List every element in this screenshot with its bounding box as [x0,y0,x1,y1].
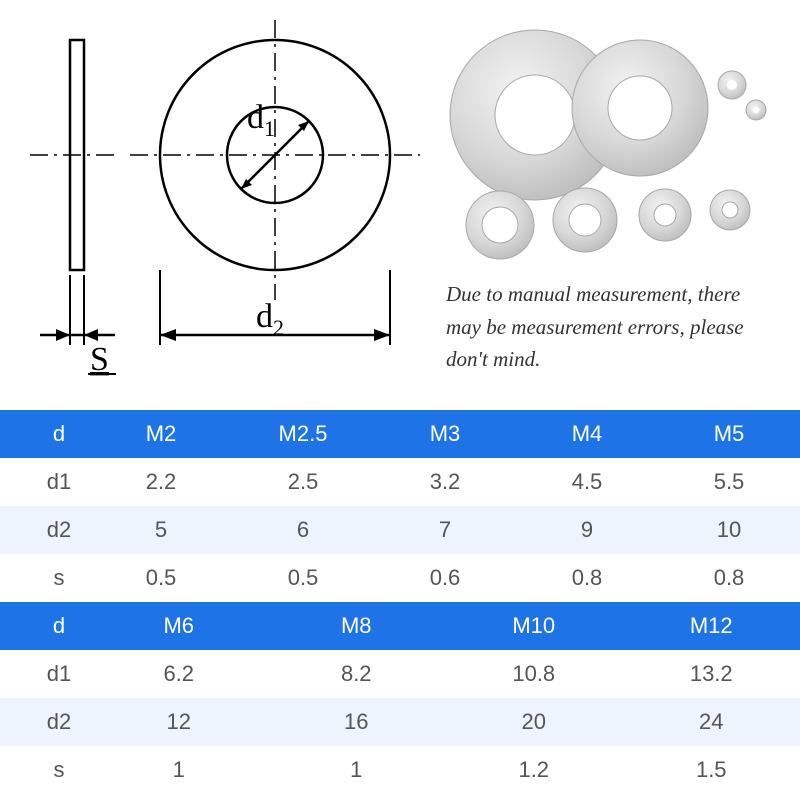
table-cell: 1 [268,746,446,794]
washer-med-2 [553,188,617,252]
table-cell: d1 [0,650,90,698]
table-cell: 10.8 [445,650,623,698]
table-header-cell: M4 [516,410,658,458]
washers-photo [440,20,780,260]
d2-label: d [256,298,273,335]
table-cell: 0.5 [232,554,374,602]
table-row: d12.22.53.24.55.5 [0,458,800,506]
table-cell: 8.2 [268,650,446,698]
spec-table-2: dM6M8M10M12 d16.28.210.813.2d212162024s1… [0,602,800,794]
washer-med-1 [466,191,534,259]
table-cell: 5.5 [658,458,800,506]
table-cell: 1 [90,746,268,794]
table-cell: 13.2 [623,650,800,698]
product-photo-area: Due to manual measurement, there may be … [440,0,800,410]
washer-tiny-2 [746,100,766,120]
table-header-row: dM6M8M10M12 [0,602,800,650]
table-cell: 0.8 [516,554,658,602]
table-row: d2567910 [0,506,800,554]
svg-text:d2: d2 [256,298,284,340]
table-cell: 9 [516,506,658,554]
spec-table-1: dM2M2.5M3M4M5 d12.22.53.24.55.5d2567910s… [0,410,800,602]
table-cell: d1 [0,458,90,506]
table-cell: 6.2 [90,650,268,698]
d1-label: d [247,99,264,136]
table-header-cell: M12 [623,602,800,650]
washer-tiny-1 [718,71,746,99]
table-cell: d2 [0,506,90,554]
d2-sub: 2 [273,315,284,340]
table-cell: 16 [268,698,446,746]
table-cell: 2.2 [90,458,232,506]
table-header-cell: M3 [374,410,516,458]
washer-med-3 [639,189,691,241]
table-cell: s [0,746,90,794]
table-header-cell: M6 [90,602,268,650]
spec-tables: dM2M2.5M3M4M5 d12.22.53.24.55.5d2567910s… [0,410,800,794]
table-header-cell: M2 [90,410,232,458]
table-cell: 7 [374,506,516,554]
table-cell: 3.2 [374,458,516,506]
table-cell: 0.6 [374,554,516,602]
disclaimer-text: Due to manual measurement, there may be … [440,260,800,376]
side-view [30,40,120,270]
table-cell: 20 [445,698,623,746]
table-row: d212162024 [0,698,800,746]
table-row: s0.50.50.60.80.8 [0,554,800,602]
dimension-s: S [40,275,116,378]
table-header-cell: d [0,410,90,458]
table-row: d16.28.210.813.2 [0,650,800,698]
table-header-cell: M5 [658,410,800,458]
table-header-cell: M10 [445,602,623,650]
top-section: d1 d2 [0,0,800,410]
d1-sub: 1 [264,116,275,141]
table-cell: 5 [90,506,232,554]
table-cell: 4.5 [516,458,658,506]
table-cell: 0.5 [90,554,232,602]
table-row: s111.21.5 [0,746,800,794]
table-cell: 10 [658,506,800,554]
table-cell: 24 [623,698,800,746]
table-cell: 6 [232,506,374,554]
front-view [130,20,420,300]
table-header-cell: d [0,602,90,650]
table-cell: 2.5 [232,458,374,506]
washer-large-2 [572,40,708,176]
table-cell: 0.8 [658,554,800,602]
s-label: S [90,341,109,378]
table-header-cell: M8 [268,602,446,650]
table-cell: 1.2 [445,746,623,794]
table-cell: 12 [90,698,268,746]
table-header-cell: M2.5 [232,410,374,458]
dimension-d2: d2 [160,270,390,345]
table-header-row: dM2M2.5M3M4M5 [0,410,800,458]
table-cell: 1.5 [623,746,800,794]
technical-diagram: d1 d2 [0,0,440,410]
washer-small [710,190,750,230]
table-cell: s [0,554,90,602]
table-cell: d2 [0,698,90,746]
